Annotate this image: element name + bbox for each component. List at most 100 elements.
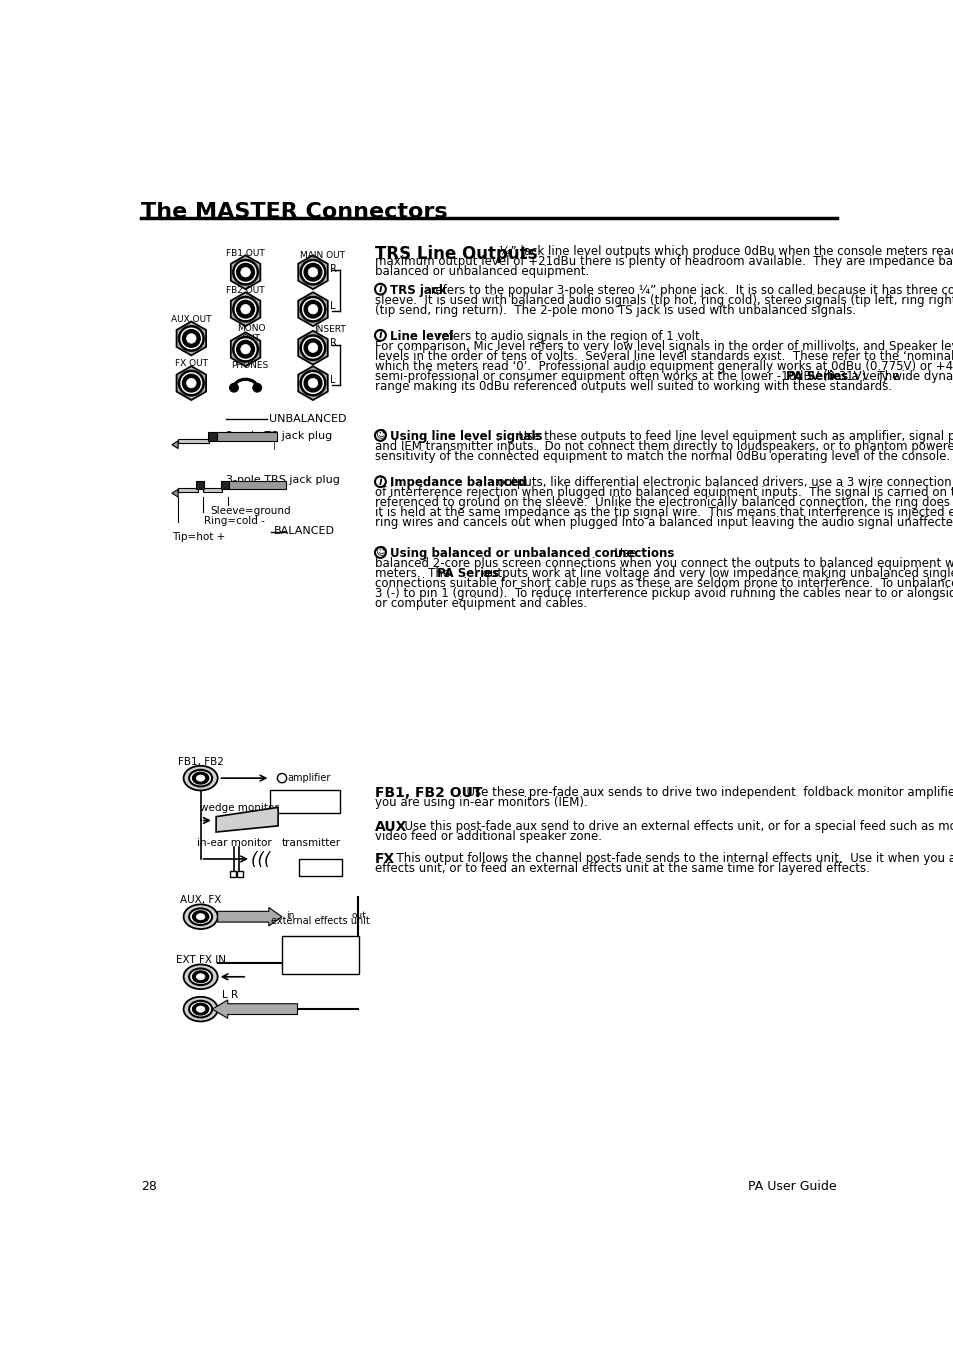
Circle shape (230, 384, 238, 392)
Bar (203, 488, 222, 492)
Polygon shape (172, 489, 178, 497)
Text: Ring=cold -: Ring=cold - (204, 516, 265, 527)
Text: FB1, FB2 OUT: FB1, FB2 OUT (375, 786, 482, 800)
Text: ☺: ☺ (375, 547, 386, 558)
Text: UNBALANCED: UNBALANCED (269, 413, 346, 424)
Text: in: in (286, 911, 294, 920)
Ellipse shape (196, 1006, 205, 1012)
Ellipse shape (193, 1004, 209, 1015)
Polygon shape (212, 1000, 297, 1019)
Text: levels in the order of tens of volts.  Several line level standards exist.  Thes: levels in the order of tens of volts. Se… (375, 350, 953, 363)
Circle shape (179, 372, 203, 396)
Text: MAIN OUT: MAIN OUT (299, 251, 344, 261)
Circle shape (233, 259, 257, 285)
Text: range making its 0dBu referenced outputs well suited to working with these stand: range making its 0dBu referenced outputs… (375, 380, 891, 393)
Text: Using line level signals: Using line level signals (390, 430, 542, 443)
Bar (178, 488, 197, 492)
Circle shape (300, 372, 325, 396)
Ellipse shape (183, 997, 217, 1021)
Polygon shape (216, 808, 278, 832)
Circle shape (304, 300, 321, 317)
Text: TRS jack: TRS jack (390, 284, 447, 297)
Ellipse shape (183, 965, 217, 989)
Text: has a very wide dynamic: has a very wide dynamic (822, 370, 953, 384)
Circle shape (240, 345, 250, 354)
Polygon shape (298, 366, 328, 400)
Text: MONO
OUT: MONO OUT (236, 324, 265, 343)
Text: ring wires and cancels out when plugged into a balanced input leaving the audio : ring wires and cancels out when plugged … (375, 516, 953, 530)
Text: R: R (330, 263, 336, 274)
Text: external effects unit: external effects unit (271, 916, 370, 925)
Ellipse shape (193, 971, 209, 982)
Text: TRS Line Outputs: TRS Line Outputs (375, 245, 537, 262)
Text: R: R (330, 339, 336, 349)
Text: ☺: ☺ (375, 431, 386, 440)
Circle shape (304, 339, 321, 357)
Circle shape (236, 263, 254, 281)
Circle shape (300, 297, 325, 322)
Text: outputs work at line voltage and very low impedance making unbalanced single cor: outputs work at line voltage and very lo… (478, 567, 953, 580)
Text: meters.  The: meters. The (375, 567, 454, 580)
Ellipse shape (193, 911, 209, 923)
Polygon shape (298, 255, 328, 289)
Circle shape (300, 335, 325, 359)
Polygon shape (217, 908, 282, 925)
Text: FB2 OUT: FB2 OUT (226, 286, 265, 295)
Circle shape (187, 334, 196, 343)
Text: it is held at the same impedance as the tip signal wire.  This means that interf: it is held at the same impedance as the … (375, 507, 953, 519)
Text: video feed or additional speaker zone.: video feed or additional speaker zone. (375, 830, 601, 843)
Text: (tip send, ring return).  The 2-pole mono TS jack is used with unbalanced signal: (tip send, ring return). The 2-pole mono… (375, 304, 855, 316)
Ellipse shape (183, 904, 217, 929)
Ellipse shape (189, 770, 212, 786)
Circle shape (375, 547, 385, 558)
Text: L: L (330, 374, 335, 385)
Text: transmitter: transmitter (281, 838, 340, 848)
Bar (178, 439, 209, 443)
Text: 28: 28 (141, 1179, 156, 1193)
Circle shape (236, 340, 254, 358)
Circle shape (375, 477, 385, 488)
Circle shape (179, 326, 203, 351)
Circle shape (233, 336, 257, 362)
Polygon shape (298, 292, 328, 326)
Circle shape (308, 343, 317, 353)
Ellipse shape (189, 969, 212, 985)
Text: Sleeve=ground: Sleeve=ground (211, 507, 291, 516)
Ellipse shape (189, 1001, 212, 1017)
Circle shape (308, 378, 317, 388)
Text: PA Series: PA Series (785, 370, 847, 384)
Text: INSERT: INSERT (314, 326, 346, 334)
Text: amplifier: amplifier (287, 773, 331, 784)
Circle shape (375, 330, 385, 340)
Text: Use these pre-fade aux sends to drive two independent  foldback monitor amplifie: Use these pre-fade aux sends to drive tw… (458, 786, 953, 798)
Text: 3-pole TRS jack plug: 3-pole TRS jack plug (226, 474, 339, 485)
Text: ¼” jack line level outputs which produce 0dBu when the console meters read ‘0’. : ¼” jack line level outputs which produce… (498, 245, 953, 258)
Text: connections suitable for short cable runs as these are seldom prone to interfere: connections suitable for short cable run… (375, 577, 953, 590)
Text: of interference rejection when plugged into balanced equipment inputs.  The sign: of interference rejection when plugged i… (375, 486, 953, 500)
Text: which the meters read ‘0’.  Professional audio equipment generally works at 0dBu: which the meters read ‘0’. Professional … (375, 359, 953, 373)
FancyBboxPatch shape (282, 936, 359, 974)
Circle shape (182, 330, 200, 347)
Text: i: i (378, 284, 382, 295)
Circle shape (375, 284, 385, 295)
Text: Line level: Line level (390, 330, 454, 343)
Text: FX: FX (375, 852, 395, 866)
Circle shape (236, 300, 254, 317)
Text: The MASTER Connectors: The MASTER Connectors (141, 203, 447, 222)
Text: (((: ((( (251, 851, 287, 869)
Text: refers to audio signals in the region of 1 volt.: refers to audio signals in the region of… (433, 330, 703, 343)
Text: FB1, FB2: FB1, FB2 (177, 757, 223, 766)
Bar (195, 481, 204, 489)
Polygon shape (231, 255, 260, 289)
Text: AUX: AUX (375, 820, 407, 834)
Polygon shape (176, 322, 206, 355)
Text: Use: Use (607, 547, 637, 561)
Bar (220, 481, 229, 489)
Text: you are using in-ear monitors (IEM).: you are using in-ear monitors (IEM). (375, 796, 587, 809)
Text: referenced to ground on the sleeve.  Unlike the electronically balanced connecti: referenced to ground on the sleeve. Unli… (375, 496, 953, 509)
Ellipse shape (193, 773, 209, 784)
Text: AUX OUT: AUX OUT (171, 315, 212, 324)
Text: maximum output level of +21dBu there is plenty of headroom available.  They are : maximum output level of +21dBu there is … (375, 254, 953, 267)
Text: For comparison, Mic level refers to very low level signals in the order of milli: For comparison, Mic level refers to very… (375, 340, 953, 353)
Circle shape (277, 774, 286, 782)
